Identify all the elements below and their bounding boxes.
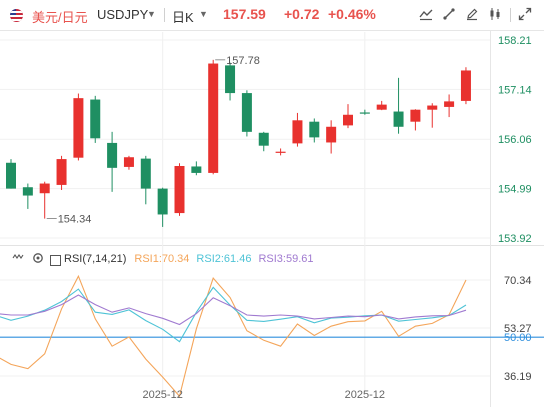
candle-body[interactable] <box>460 70 471 101</box>
price-axis-tick: 158.21 <box>498 35 532 47</box>
rsi-axis-tick: 53.27 <box>504 323 532 335</box>
rsi-axis-tick: 36.19 <box>504 371 532 383</box>
rsi-axis-tick: 50.00 <box>504 332 532 344</box>
rsi-series-1-line[interactable] <box>0 274 467 398</box>
us-flag-icon <box>10 9 23 22</box>
candle-body[interactable] <box>6 162 16 189</box>
indicator-icon[interactable] <box>418 7 434 23</box>
last-price: 157.59 <box>223 6 266 22</box>
fullscreen-icon[interactable] <box>517 7 533 23</box>
candle-body[interactable] <box>73 98 84 158</box>
price-axis-tick: 153.92 <box>498 233 532 245</box>
candle-body[interactable] <box>393 111 404 127</box>
candle-body[interactable] <box>343 114 353 126</box>
x-axis-date-label: 2025-12 <box>142 389 182 401</box>
candle-body[interactable] <box>376 104 387 110</box>
candle-style-icon[interactable] <box>487 7 503 23</box>
candle-body[interactable] <box>208 63 219 173</box>
rsi2-value: RSI2:61.46 <box>196 253 252 265</box>
x-axis-date-label: 2025-12 <box>345 389 385 401</box>
candle-body[interactable] <box>191 166 202 173</box>
rsi-axis-tick: 70.34 <box>504 275 532 287</box>
collapse-box-icon[interactable] <box>50 254 61 266</box>
rsi-series-3-line[interactable] <box>0 294 467 326</box>
candle-body[interactable] <box>39 183 50 194</box>
candle-body[interactable] <box>22 187 33 196</box>
candle-body[interactable] <box>444 101 455 107</box>
period-selector[interactable]: 日K <box>172 10 194 25</box>
period-dropdown-icon[interactable]: ▼ <box>199 9 208 19</box>
candle-body[interactable] <box>241 93 252 132</box>
candle-body[interactable] <box>56 159 67 185</box>
rsi1-value: RSI1:70.34 <box>134 253 190 265</box>
price-axis-tick: 157.14 <box>498 84 532 96</box>
rsi3-value: RSI3:59.61 <box>258 253 314 265</box>
candle-body[interactable] <box>309 121 320 138</box>
price-axis-tick: 154.99 <box>498 184 532 196</box>
candle-body[interactable] <box>140 158 151 189</box>
price-change-percent: +0.46% <box>328 6 376 22</box>
candle-body[interactable] <box>427 105 438 110</box>
candle-body[interactable] <box>90 99 101 139</box>
drawing-line-icon[interactable] <box>441 7 457 23</box>
candle-body[interactable] <box>174 166 185 214</box>
price-axis-tick: 156.06 <box>498 134 532 146</box>
symbol-name[interactable]: 美元/日元 <box>32 10 88 25</box>
candle-body[interactable] <box>123 157 134 167</box>
price-change: +0.72 <box>284 6 320 22</box>
candle-body[interactable] <box>225 65 236 94</box>
settings-gear-icon[interactable] <box>32 252 44 267</box>
candle-body[interactable] <box>275 151 286 153</box>
symbol-dropdown-icon[interactable]: ▼ <box>147 9 156 19</box>
header-divider <box>164 8 165 22</box>
candle-body[interactable] <box>326 126 337 143</box>
rsi-legend: RSI(7,14,21) RSI1:70.34 RSI2:61.46 RSI3:… <box>12 251 314 267</box>
high-price-label: 157.78 <box>226 55 260 67</box>
candle-body[interactable] <box>157 188 168 215</box>
edit-pencil-icon[interactable] <box>464 7 480 23</box>
candle-body[interactable] <box>359 112 370 114</box>
candle-body[interactable] <box>292 120 303 144</box>
rsi-params: RSI(7,14,21) <box>64 253 127 265</box>
eye-icon[interactable] <box>12 253 24 266</box>
candle-body[interactable] <box>258 132 269 146</box>
candle-body[interactable] <box>107 142 118 168</box>
symbol-code[interactable]: USDJPY <box>97 7 149 22</box>
low-price-label: 154.34 <box>58 214 92 226</box>
toolbar-divider <box>510 8 511 22</box>
candle-body[interactable] <box>410 109 421 122</box>
chart-header: 美元/日元 USDJPY ▼ 日K ▼ 157.59 +0.72 +0.46% <box>0 0 544 30</box>
